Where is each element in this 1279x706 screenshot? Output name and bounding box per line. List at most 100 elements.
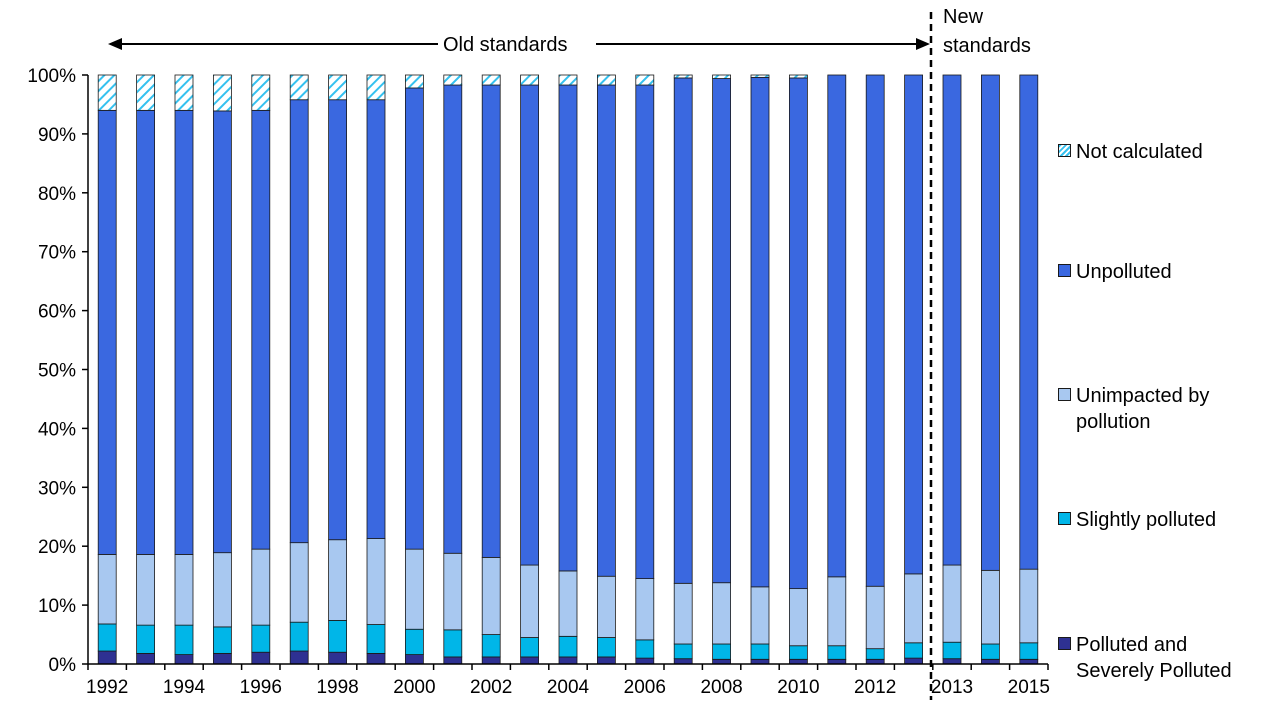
- y-tick-label-1: 10%: [38, 596, 76, 617]
- bar-segment-polluted-and-severely-polluted-12: [558, 656, 578, 665]
- bar-segment-slightly-polluted-16: [712, 643, 731, 660]
- bar-segment-slightly-polluted-7: [366, 624, 386, 654]
- bar-segment-unimpacted-by-pollution-0: [97, 554, 117, 625]
- bar-segment-not-calculated-15: [673, 74, 693, 79]
- bar-segment-unimpacted-by-pollution-3: [212, 552, 232, 628]
- bar-segment-slightly-polluted-0: [97, 623, 117, 652]
- x-tick-label-14: 2006: [624, 677, 666, 698]
- bar-segment-unpolluted-11: [520, 84, 539, 566]
- bar-segment-slightly-polluted-17: [750, 643, 770, 660]
- y-tick-label-10: 100%: [27, 66, 76, 87]
- bar-segment-slightly-polluted-12: [558, 635, 578, 658]
- x-tick-label-12: 2004: [547, 677, 590, 698]
- legend-label-polluted-severely: Polluted and Severely Polluted: [1076, 634, 1232, 682]
- bar-segment-not-calculated-12: [558, 74, 578, 86]
- bar-segment-not-calculated-13: [597, 74, 616, 86]
- x-tick-label-0: 1992: [86, 677, 128, 698]
- bar-segment-unpolluted-16: [712, 78, 731, 584]
- bar-segment-unpolluted-17: [750, 76, 770, 588]
- y-tick-label-2: 20%: [38, 537, 76, 558]
- legend-item-unimpacted: Unimpacted by pollution: [1058, 383, 1256, 435]
- bar-segment-unimpacted-by-pollution-7: [366, 538, 386, 625]
- bar-segment-polluted-and-severely-polluted-0: [97, 650, 117, 665]
- bar-segment-unimpacted-by-pollution-8: [404, 548, 424, 630]
- bar-segment-unpolluted-19: [827, 74, 847, 578]
- bar-segment-polluted-and-severely-polluted-13: [597, 656, 616, 665]
- bar-segment-slightly-polluted-18: [789, 645, 808, 660]
- bar-segment-not-calculated-6: [328, 74, 348, 101]
- bar-segment-unpolluted-2: [174, 109, 194, 555]
- bar-segment-unimpacted-by-pollution-5: [289, 542, 309, 623]
- bar-segment-not-calculated-11: [520, 74, 539, 86]
- left-arrowhead-icon: [108, 38, 122, 50]
- bar-segment-unpolluted-9: [443, 84, 463, 554]
- bar-segment-unimpacted-by-pollution-6: [328, 539, 348, 621]
- legend-label-slightly-polluted: Slightly polluted: [1076, 509, 1217, 531]
- bar-segment-not-calculated-16: [712, 74, 731, 79]
- legend-item-not-calculated: Not calculated: [1058, 139, 1276, 165]
- x-tick-label-10: 2002: [470, 677, 512, 698]
- y-tick-label-4: 40%: [38, 419, 76, 440]
- axes-layer: 0% 10% 20% 30% 40% 50% 60% 70% 80% 90% 100% 1992 199…: [27, 66, 1050, 698]
- legend-item-unpolluted: Unpolluted: [1058, 259, 1276, 285]
- legend-swatch-unpolluted: [1058, 264, 1071, 277]
- bar-segment-polluted-and-severely-polluted-10: [481, 656, 501, 665]
- y-tick-label-0: 0%: [49, 655, 77, 676]
- bar-segment-polluted-and-severely-polluted-9: [443, 656, 463, 665]
- x-tick-label-4: 1996: [240, 677, 282, 698]
- bar-segment-slightly-polluted-8: [404, 628, 424, 655]
- bar-segment-polluted-and-severely-polluted-11: [520, 656, 539, 665]
- new-standards-label-line2: standards: [943, 35, 1031, 57]
- bar-segment-not-calculated-14: [635, 74, 655, 86]
- legend-label-not-calculated: Not calculated: [1076, 141, 1203, 163]
- bar-segment-not-calculated-1: [136, 74, 156, 111]
- bar-segment-unpolluted-15: [673, 77, 693, 584]
- bar-segment-not-calculated-18: [789, 74, 808, 79]
- bar-segment-slightly-polluted-4: [251, 624, 271, 653]
- y-tick-label-6: 60%: [38, 302, 76, 323]
- bar-segment-slightly-polluted-3: [212, 626, 232, 654]
- bar-segment-unpolluted-14: [635, 84, 655, 579]
- bar-segment-unpolluted-7: [366, 99, 386, 539]
- bar-segment-unimpacted-by-pollution-15: [673, 582, 693, 645]
- y-tick-label-3: 30%: [38, 478, 76, 499]
- bar-segment-unpolluted-5: [289, 99, 309, 544]
- bar-segment-unimpacted-by-pollution-9: [443, 552, 463, 631]
- bar-segment-slightly-polluted-19: [827, 645, 847, 660]
- x-tick-label-22: 2013: [931, 677, 973, 698]
- bar-segment-unpolluted-4: [251, 109, 271, 550]
- x-tick-label-18: 2010: [777, 677, 819, 698]
- bar-segment-unimpacted-by-pollution-23: [981, 569, 1000, 645]
- bar-segment-not-calculated-0: [97, 74, 117, 111]
- annotations-layer: Old standards New standards: [108, 6, 1031, 700]
- bar-segment-polluted-and-severely-polluted-5: [289, 650, 309, 665]
- bar-segment-polluted-and-severely-polluted-21: [904, 657, 923, 665]
- bar-segment-not-calculated-8: [404, 74, 424, 89]
- bar-segment-unpolluted-24: [1019, 74, 1039, 570]
- bar-segment-unimpacted-by-pollution-2: [174, 554, 194, 626]
- bar-segment-unimpacted-by-pollution-19: [827, 576, 847, 647]
- bar-segment-unimpacted-by-pollution-11: [520, 564, 539, 638]
- bar-segment-slightly-polluted-22: [942, 641, 962, 660]
- bar-segment-slightly-polluted-10: [481, 634, 501, 658]
- bar-segment-slightly-polluted-13: [597, 637, 616, 658]
- bar-segment-unimpacted-by-pollution-16: [712, 582, 731, 645]
- bar-segment-unimpacted-by-pollution-20: [865, 585, 885, 650]
- bar-segment-unpolluted-21: [904, 74, 923, 575]
- bars-layer: [97, 74, 1039, 665]
- bar-segment-slightly-polluted-9: [443, 629, 463, 658]
- y-tick-label-8: 80%: [38, 184, 76, 205]
- x-tick-label-2: 1994: [163, 677, 206, 698]
- x-tick-label-20: 2012: [854, 677, 896, 698]
- bar-segment-unpolluted-1: [136, 109, 156, 555]
- bar-segment-unpolluted-18: [789, 77, 808, 590]
- new-standards-label-line1: New: [943, 6, 984, 28]
- bar-segment-unpolluted-3: [212, 110, 232, 554]
- bar-segment-unpolluted-13: [597, 84, 616, 577]
- x-tick-label-8: 2000: [393, 677, 435, 698]
- x-tick-label-16: 2008: [700, 677, 742, 698]
- bar-segment-polluted-and-severely-polluted-8: [404, 654, 424, 665]
- bar-segment-not-calculated-7: [366, 74, 386, 101]
- legend-label-unimpacted: Unimpacted by pollution: [1076, 385, 1210, 433]
